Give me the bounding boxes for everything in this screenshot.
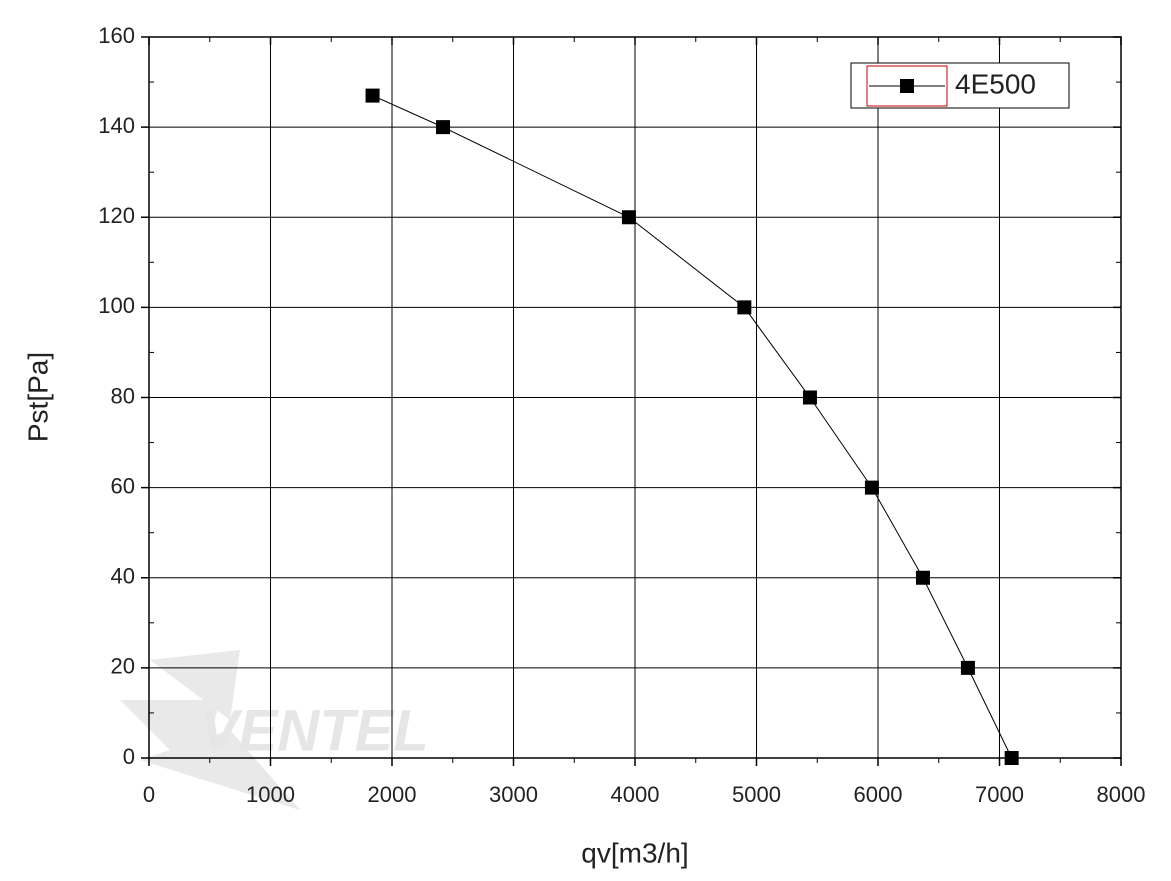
- y-tick-label: 100: [98, 293, 135, 318]
- x-tick-label: 0: [143, 782, 155, 807]
- y-axis-label: Pst[Pa]: [22, 352, 53, 442]
- watermark-text: VENTEL: [200, 698, 429, 763]
- data-point: [365, 88, 380, 103]
- legend-highlight: [866, 65, 948, 107]
- y-tick-label: 140: [98, 113, 135, 138]
- legend-label: 4E500: [955, 68, 1036, 99]
- x-tick-label: 4000: [611, 782, 660, 807]
- x-tick-label: 5000: [732, 782, 781, 807]
- y-tick-label: 160: [98, 23, 135, 48]
- data-point: [960, 660, 975, 675]
- plot-frame: [148, 36, 1122, 759]
- watermark-fan: [120, 650, 300, 810]
- legend: 4E500: [850, 62, 1070, 109]
- x-tick-label: 1000: [246, 782, 295, 807]
- data-point: [621, 210, 636, 225]
- y-tick-label: 80: [111, 383, 135, 408]
- data-point: [436, 120, 451, 135]
- y-tick-label: 120: [98, 203, 135, 228]
- watermark: VENTEL: [120, 650, 429, 810]
- y-tick-label: 20: [111, 654, 135, 679]
- data-point: [864, 480, 879, 495]
- legend-marker: [900, 79, 914, 93]
- y-tick-label: 60: [111, 473, 135, 498]
- x-tick-label: 7000: [975, 782, 1024, 807]
- x-tick-label: 3000: [489, 782, 538, 807]
- x-tick-label: 2000: [368, 782, 417, 807]
- y-tick-label: 40: [111, 564, 135, 589]
- x-axis-label: qv[m3/h]: [581, 837, 688, 868]
- data-point: [915, 570, 930, 585]
- data-point: [802, 390, 817, 405]
- y-tick-label: 0: [123, 744, 135, 769]
- x-tick-label: 6000: [854, 782, 903, 807]
- data-point: [1004, 751, 1019, 765]
- series-line: [372, 95, 1013, 759]
- x-tick-label: 8000: [1097, 782, 1146, 807]
- data-point: [737, 300, 752, 315]
